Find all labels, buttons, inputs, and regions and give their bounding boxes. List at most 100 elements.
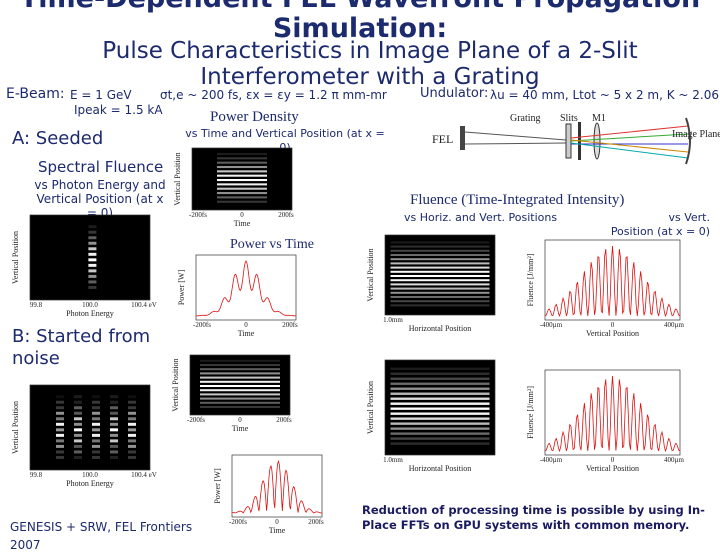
speckle [88, 225, 97, 229]
fringe [217, 196, 267, 199]
speckle [92, 439, 100, 443]
speckle [74, 444, 82, 448]
fringe [390, 407, 490, 410]
speckle [56, 411, 64, 415]
footer-note: Reduction of processing time is possible… [362, 503, 705, 532]
speckle [74, 433, 82, 437]
case-b-title: B: Started from noise [12, 326, 151, 369]
curve [544, 375, 681, 453]
fringe [390, 367, 490, 370]
speckle [88, 236, 97, 240]
plot-frame [29, 384, 151, 471]
speckle [56, 400, 64, 404]
fringe [390, 432, 490, 435]
speckle [92, 411, 100, 415]
fringe [217, 152, 267, 156]
grating [565, 123, 572, 159]
x-tick-label: 100.4 eV [131, 471, 157, 479]
speckle [56, 444, 64, 448]
x-tick-label: 99.8 [30, 471, 43, 479]
mirror-label: M1 [592, 113, 606, 124]
x-axis-label: Time [234, 219, 251, 228]
speckle [88, 280, 97, 284]
plot-frame [544, 369, 681, 456]
fringe [390, 262, 490, 265]
fringe [200, 372, 280, 375]
x-axis-label: Time [269, 526, 286, 535]
plot: Horizontal Position Vertical Position 1.0m… [366, 359, 496, 473]
plot: Time Power [W] -200fs 0 200fs [213, 454, 324, 535]
x-tick-label: 400µm [664, 321, 685, 329]
plot: Horizontal Position Vertical Position 1.0m… [366, 234, 496, 333]
speckle [110, 455, 118, 459]
power-density-title: Power Density [210, 109, 299, 125]
ray [570, 133, 689, 142]
fringe [390, 300, 490, 303]
fringe [390, 382, 490, 385]
undulator-params: λu = 40 mm, Ltot ~ 5 x 2 m, K ~ 2.06 [490, 88, 720, 102]
mirror [593, 122, 601, 160]
plot: Time Power [W] -200fs 0 200fs [177, 254, 298, 338]
fringe [390, 397, 490, 400]
fringe [390, 412, 490, 415]
speckle [128, 444, 136, 448]
curve [196, 260, 296, 317]
beam [464, 131, 567, 141]
fringe [217, 157, 267, 160]
fringe [390, 291, 490, 294]
x-tick-label: 1.0mm [383, 316, 403, 324]
x-tick-label: 100.0 [82, 301, 98, 309]
x-tick-label: 200fs [278, 211, 294, 219]
speckle [128, 433, 136, 437]
fringe [390, 427, 490, 430]
plot: Vertical Position Fluence [J/mm²] -400µm 0 4… [526, 369, 685, 473]
speckle [88, 258, 97, 262]
fringe [217, 179, 267, 182]
speckle [74, 439, 82, 443]
fluence-sub-right: vs Vert. Position (at x = 0) [610, 211, 710, 238]
y-axis-label: Vertical Position [11, 231, 20, 284]
fringe [200, 389, 280, 392]
x-tick-label: 0 [238, 416, 242, 424]
power-density-sub: vs Time and Vertical Position (at x = 0) [185, 127, 385, 154]
y-axis-label: Power [W] [177, 270, 186, 306]
fringe [390, 258, 490, 261]
fringe [217, 174, 267, 177]
speckle [92, 428, 100, 432]
grating-label: Grating [510, 113, 541, 124]
title: Time-Dependent FEL Wavefront Propagation… [20, 0, 700, 44]
power-time-title: Power vs Time [230, 237, 315, 252]
x-tick-label: -400µm [540, 456, 563, 464]
speckle [110, 395, 118, 399]
speckle [74, 417, 82, 421]
x-tick-label: 100.4 eV [131, 301, 157, 309]
plot: Time Vertical Position -200fs 0 200fs [171, 354, 292, 433]
speckle [110, 439, 118, 443]
speckle [88, 252, 97, 256]
figures: FEL Grating Slits M1 Image Plane Photon … [11, 113, 720, 535]
fringe [390, 304, 490, 307]
fringe [200, 380, 280, 383]
x-tick-label: -400µm [540, 321, 563, 329]
speckle [128, 406, 136, 410]
speckle [56, 439, 64, 443]
speckle [88, 285, 97, 289]
speckle [128, 455, 136, 459]
fringe [390, 417, 490, 420]
fringe [390, 377, 490, 380]
speckle [74, 428, 82, 432]
speckle [56, 417, 64, 421]
speckle [110, 406, 118, 410]
speckle [56, 428, 64, 432]
speckle [128, 417, 136, 421]
speckle [128, 450, 136, 454]
fringe [390, 283, 490, 286]
fringe [390, 387, 490, 390]
fringe [390, 266, 490, 269]
x-tick-label: 0 [275, 518, 279, 526]
x-tick-label: 200fs [276, 416, 292, 424]
speckle [128, 411, 136, 415]
fringe [200, 397, 280, 400]
x-tick-label: -200fs [189, 211, 207, 219]
y-axis-label: Vertical Position [11, 401, 20, 454]
